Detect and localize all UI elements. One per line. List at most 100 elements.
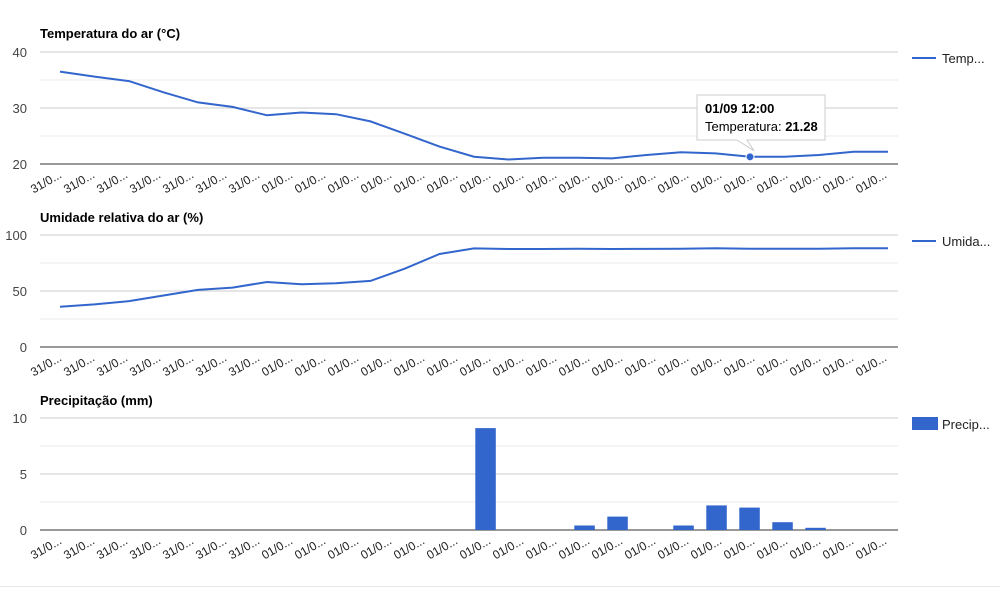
x-tick-label: 01/0...	[292, 167, 328, 196]
x-tick-label: 01/0...	[754, 533, 790, 562]
y-tick-label: 30	[13, 101, 27, 116]
x-tick-label: 31/0...	[160, 350, 196, 379]
y-tick-label: 40	[13, 45, 27, 60]
chart-title: Umidade relativa do ar (%)	[40, 210, 203, 225]
x-tick-label: 31/0...	[28, 533, 64, 562]
tooltip-header: 01/09 12:00	[705, 101, 774, 116]
x-tick-label: 31/0...	[61, 350, 97, 379]
x-tick-label: 01/0...	[523, 350, 559, 379]
x-tick-label: 31/0...	[127, 350, 163, 379]
x-tick-label: 01/0...	[655, 350, 691, 379]
x-tick-label: 01/0...	[457, 167, 493, 196]
x-tick-label: 01/0...	[655, 167, 691, 196]
x-tick-label: 01/0...	[424, 533, 460, 562]
legend-swatch	[912, 417, 938, 430]
x-tick-label: 01/0...	[490, 167, 526, 196]
y-tick-label: 5	[20, 467, 27, 482]
bar[interactable]	[607, 516, 628, 530]
x-tick-label: 01/0...	[754, 167, 790, 196]
highlighted-point[interactable]	[745, 152, 755, 162]
legend-label: Precip...	[942, 417, 990, 432]
x-tick-label: 01/0...	[325, 533, 361, 562]
x-tick-label: 01/0...	[556, 533, 592, 562]
x-tick-label: 31/0...	[94, 533, 130, 562]
x-tick-label: 01/0...	[787, 350, 823, 379]
chart-panel-3: Precipitação (mm)051031/0...31/0...31/0.…	[13, 393, 990, 562]
x-tick-label: 01/0...	[259, 533, 295, 562]
x-tick-label: 01/0...	[259, 167, 295, 196]
x-tick-label: 01/0...	[688, 533, 724, 562]
x-tick-label: 01/0...	[622, 350, 658, 379]
x-tick-label: 01/0...	[589, 350, 625, 379]
x-tick-label: 01/0...	[622, 533, 658, 562]
y-tick-label: 20	[13, 157, 27, 172]
x-tick-label: 01/0...	[490, 350, 526, 379]
x-tick-label: 01/0...	[523, 533, 559, 562]
x-tick-label: 01/0...	[721, 167, 757, 196]
chart-title: Precipitação (mm)	[40, 393, 153, 408]
y-tick-label: 10	[13, 411, 27, 426]
bar[interactable]	[706, 505, 727, 530]
x-tick-label: 31/0...	[61, 533, 97, 562]
y-tick-label: 50	[13, 284, 27, 299]
series-line	[59, 247, 889, 308]
tooltip-box	[696, 94, 826, 152]
bar[interactable]	[475, 428, 496, 530]
x-tick-label: 01/0...	[589, 167, 625, 196]
x-tick-label: 01/0...	[820, 167, 856, 196]
chart-panel-2: Umidade relativa do ar (%)05010031/0...3…	[5, 210, 990, 379]
x-tick-label: 01/0...	[853, 167, 889, 196]
x-tick-label: 01/0...	[391, 533, 427, 562]
bar[interactable]	[574, 525, 595, 531]
tooltip-value: 21.28	[785, 119, 818, 134]
x-tick-label: 01/0...	[787, 533, 823, 562]
legend-label: Umida...	[942, 234, 990, 249]
x-tick-label: 01/0...	[853, 350, 889, 379]
x-tick-label: 01/0...	[457, 350, 493, 379]
x-tick-label: 31/0...	[193, 167, 229, 196]
x-tick-label: 01/0...	[820, 533, 856, 562]
x-tick-label: 01/0...	[292, 533, 328, 562]
x-tick-label: 01/0...	[523, 167, 559, 196]
x-tick-label: 31/0...	[193, 350, 229, 379]
x-tick-label: 01/0...	[292, 350, 328, 379]
y-tick-label: 0	[20, 340, 27, 355]
tooltip-series-label: Temperatura:	[705, 119, 785, 134]
x-tick-label: 31/0...	[28, 167, 64, 196]
x-tick-label: 31/0...	[127, 167, 163, 196]
x-tick-label: 01/0...	[721, 350, 757, 379]
bar[interactable]	[805, 527, 826, 530]
x-tick-label: 01/0...	[391, 167, 427, 196]
x-tick-label: 31/0...	[94, 350, 130, 379]
bar[interactable]	[739, 507, 760, 530]
bar[interactable]	[772, 522, 793, 530]
x-tick-label: 01/0...	[424, 167, 460, 196]
x-tick-label: 31/0...	[226, 533, 262, 562]
chart-panel-1: Temperatura do ar (°C)20304031/0...31/0.…	[13, 26, 985, 196]
footer-divider	[0, 586, 1000, 587]
x-tick-label: 01/0...	[391, 350, 427, 379]
x-tick-label: 01/0...	[688, 167, 724, 196]
x-tick-label: 01/0...	[754, 350, 790, 379]
bar[interactable]	[673, 525, 694, 531]
chart-title: Temperatura do ar (°C)	[40, 26, 180, 41]
x-tick-label: 01/0...	[325, 350, 361, 379]
x-tick-label: 01/0...	[556, 350, 592, 379]
x-tick-label: 31/0...	[127, 533, 163, 562]
x-tick-label: 01/0...	[721, 533, 757, 562]
x-tick-label: 01/0...	[325, 167, 361, 196]
x-tick-label: 01/0...	[358, 167, 394, 196]
x-tick-label: 31/0...	[61, 167, 97, 196]
x-tick-label: 31/0...	[28, 350, 64, 379]
x-tick-label: 01/0...	[655, 533, 691, 562]
x-tick-label: 01/0...	[358, 533, 394, 562]
x-tick-label: 01/0...	[787, 167, 823, 196]
x-tick-label: 01/0...	[457, 533, 493, 562]
x-tick-label: 01/0...	[424, 350, 460, 379]
x-tick-label: 31/0...	[160, 533, 196, 562]
x-tick-label: 31/0...	[94, 167, 130, 196]
y-tick-label: 100	[5, 228, 27, 243]
x-tick-label: 31/0...	[226, 167, 262, 196]
x-tick-label: 01/0...	[853, 533, 889, 562]
x-tick-label: 31/0...	[160, 167, 196, 196]
